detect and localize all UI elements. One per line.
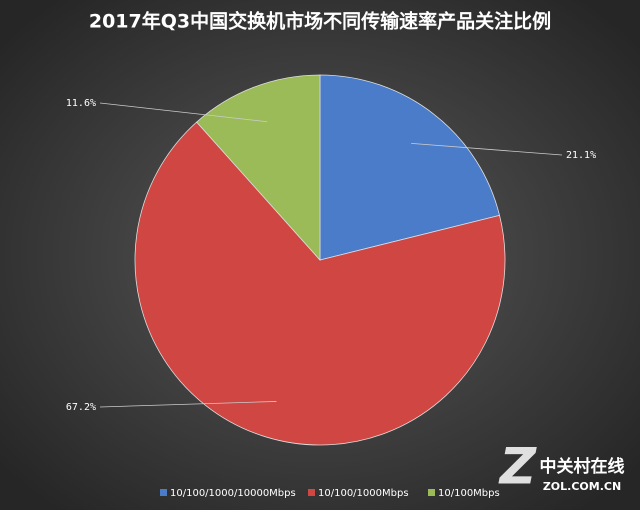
legend-swatch [160,489,167,496]
chart-title: 2017年Q3中国交换机市场不同传输速率产品关注比例 [89,10,551,33]
pie-slice [319,74,501,261]
data-label: 21.1% [566,150,596,161]
watermark: Z 中关村在线 ZOL.COM.CN [498,438,625,496]
pie-slice [196,74,321,262]
pie-slice [134,121,506,446]
data-label: 67.2% [66,402,96,413]
legend-label: 10/100/1000/10000Mbps [170,488,296,499]
leader-line [99,102,268,123]
leader-line [411,143,563,156]
legend-swatch [308,489,315,496]
watermark-url: ZOL.COM.CN [543,480,621,493]
leader-line [99,401,277,408]
data-label: 11.6% [66,98,96,109]
legend-label: 10/100Mbps [438,488,500,499]
legend-label: 10/100/1000Mbps [318,488,409,499]
legend-swatch [428,489,435,496]
watermark-name: 中关村在线 [540,456,625,477]
watermark-logo: Z [498,438,538,496]
